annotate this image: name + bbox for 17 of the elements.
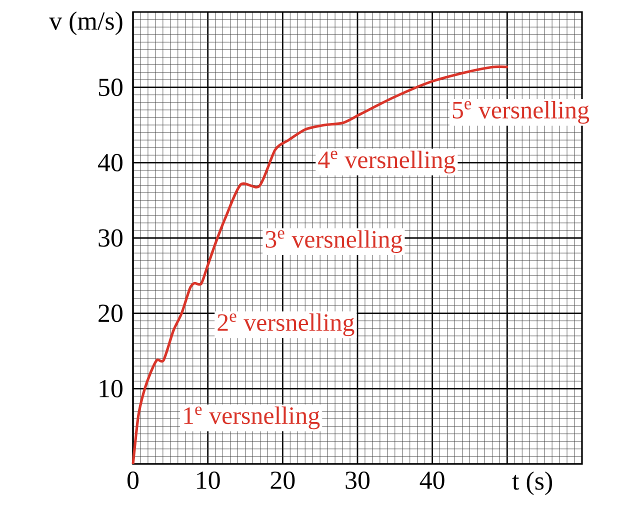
x-tick-label: 30 xyxy=(346,472,370,490)
x-tick-label: 20 xyxy=(270,472,295,490)
x-axis-title: t (s) xyxy=(512,472,552,496)
annotation: 1$^{e}$ versnelling xyxy=(184,406,320,430)
annotation: 3$^{e}$ versnelling xyxy=(266,230,402,253)
y-tick-label: 20 xyxy=(98,304,122,322)
annotation: 4$^{e}$ versnelling xyxy=(318,150,456,174)
y-tick-label: 50 xyxy=(98,78,122,96)
x-tick-label: 10 xyxy=(197,472,220,490)
x-tick-label: 40 xyxy=(420,472,444,490)
x-tick-label: 0 xyxy=(127,472,139,490)
annotation: 2$^{e}$ versnelling xyxy=(218,313,354,336)
y-tick-label: 10 xyxy=(100,380,122,398)
y-tick-label: 30 xyxy=(98,229,122,247)
y-tick-label: 40 xyxy=(98,154,122,172)
annotation: 5$^{e}$ versnelling xyxy=(452,100,590,124)
y-axis-title: v (m/s) xyxy=(49,12,122,36)
